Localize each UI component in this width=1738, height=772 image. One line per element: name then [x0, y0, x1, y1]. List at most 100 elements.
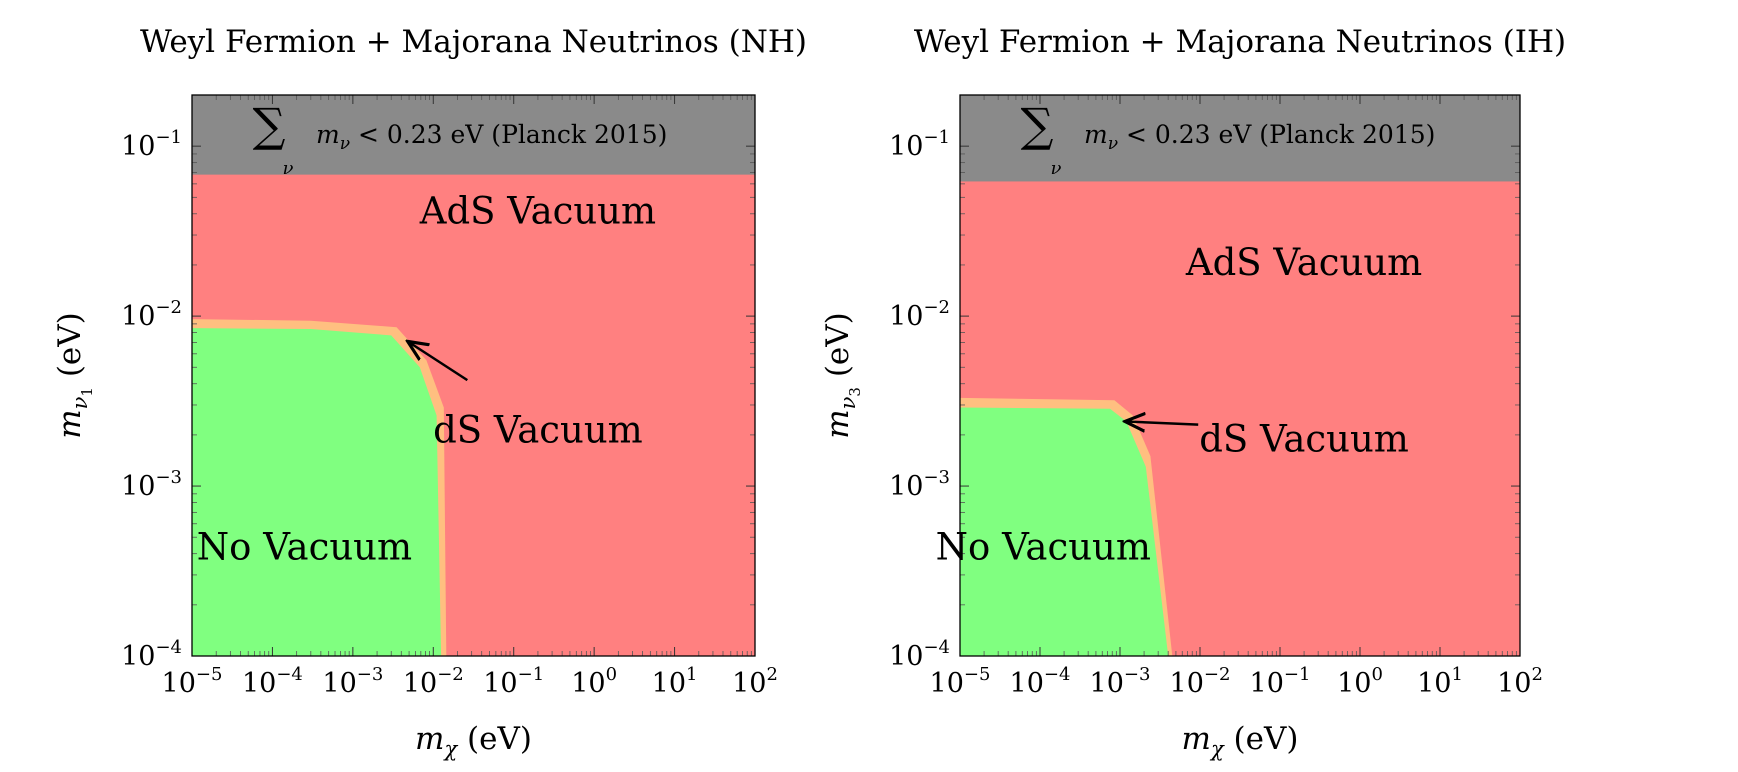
tick-base: 10: [1170, 668, 1204, 699]
x-tick-label: 10−4: [1010, 664, 1071, 699]
x-tick-label: 10−3: [1090, 664, 1151, 699]
x-tick-label: 10−4: [242, 664, 303, 699]
tick-base: 10: [889, 471, 923, 502]
x-axis-label: mχ (eV): [415, 721, 532, 761]
tick-exponent: −1: [155, 127, 182, 148]
tick-base: 10: [483, 668, 517, 699]
tick-exponent: 2: [766, 664, 777, 685]
tick-exponent: −3: [1124, 664, 1151, 685]
tick-base: 10: [121, 471, 155, 502]
chart-title: Weyl Fermion + Majorana Neutrinos (IH): [914, 24, 1566, 60]
y-tick-label: 10−4: [889, 637, 950, 672]
planck-text: < 0.23 eV (Planck 2015): [350, 120, 667, 149]
plot-frame: [191, 94, 756, 657]
planck-sum-symbol: ∑: [253, 98, 286, 152]
x-tick-label: 102: [732, 664, 778, 699]
ylabel-unit: (eV): [52, 312, 88, 387]
tick-exponent: −4: [923, 637, 950, 658]
tick-base: 10: [889, 131, 923, 162]
tick-exponent: −3: [155, 467, 182, 488]
x-tick-label: 101: [652, 664, 698, 699]
tick-exponent: 2: [1531, 664, 1542, 685]
xlabel-sub: χ: [442, 737, 458, 761]
tick-base: 10: [121, 301, 155, 332]
ylabel-sub: ν: [836, 396, 860, 409]
tick-exponent: −4: [155, 637, 182, 658]
tick-base: 10: [242, 668, 276, 699]
ylabel-unit: (eV): [820, 312, 856, 387]
tick-exponent: −2: [1204, 664, 1231, 685]
tick-exponent: 0: [1371, 664, 1382, 685]
planck-text: < 0.23 eV (Planck 2015): [1118, 120, 1435, 149]
planck-label: mν < 0.23 eV (Planck 2015): [1084, 120, 1435, 154]
xlabel-unit: (eV): [457, 721, 532, 757]
xlabel-main: m: [1182, 721, 1211, 757]
planck-label: mν < 0.23 eV (Planck 2015): [316, 120, 667, 154]
x-tick-label: 10−3: [322, 664, 383, 699]
region-label: No Vacuum: [936, 525, 1151, 568]
planck-m-subscript: ν: [1108, 134, 1118, 154]
planck-excluded-region: [192, 95, 755, 175]
tick-exponent: −5: [964, 664, 991, 685]
tick-exponent: 1: [1451, 664, 1462, 685]
tick-base: 10: [1250, 668, 1284, 699]
tick-exponent: −1: [923, 127, 950, 148]
x-axis-label: mχ (eV): [1182, 721, 1299, 761]
y-axis-label: mν3 (eV): [820, 312, 864, 439]
ylabel-subsub: 3: [846, 387, 864, 397]
tick-base: 10: [322, 668, 356, 699]
tick-base: 10: [1010, 668, 1044, 699]
chart-panel-1: 10−5 10−4 10−3 10−2 10−1 100 101 10210−410−310−…: [52, 24, 807, 761]
y-tick-label: 10−2: [889, 297, 950, 332]
y-axis-label: mν1 (eV): [52, 312, 96, 439]
tick-exponent: −2: [155, 297, 182, 318]
region-label: No Vacuum: [197, 525, 412, 568]
tick-exponent: −2: [923, 297, 950, 318]
tick-base: 10: [121, 131, 155, 162]
ds-arrow: [1125, 421, 1199, 424]
x-tick-label: 101: [1417, 664, 1463, 699]
x-tick-label: 10−1: [483, 664, 544, 699]
tick-base: 10: [889, 641, 923, 672]
tick-base: 10: [121, 641, 155, 672]
y-tick-label: 10−3: [121, 467, 182, 502]
tick-base: 10: [571, 668, 605, 699]
y-tick-label: 10−1: [889, 127, 950, 162]
x-tick-label: 10−5: [162, 664, 223, 699]
xlabel-unit: (eV): [1224, 721, 1299, 757]
region-label: dS Vacuum: [1199, 417, 1409, 460]
planck-excluded-region: [960, 95, 1520, 182]
y-tick-label: 10−1: [121, 127, 182, 162]
y-tick-label: 10−2: [121, 297, 182, 332]
tick-base: 10: [1337, 668, 1371, 699]
planck-sum-symbol: ∑: [1021, 98, 1054, 152]
tick-exponent: −5: [196, 664, 223, 685]
ds-arrow: [408, 341, 469, 382]
planck-m: m: [1084, 120, 1108, 149]
tick-exponent: 0: [606, 664, 617, 685]
tick-exponent: −4: [1044, 664, 1071, 685]
tick-base: 10: [162, 668, 196, 699]
tick-base: 10: [652, 668, 686, 699]
ylabel-subsub: 1: [78, 387, 96, 397]
region-label: AdS Vacuum: [1185, 241, 1422, 284]
ylabel-sub: ν: [68, 396, 92, 409]
planck-sum-subscript: ν: [283, 158, 294, 179]
region-label: AdS Vacuum: [419, 190, 656, 233]
tick-base: 10: [403, 668, 437, 699]
tick-base: 10: [930, 668, 964, 699]
tick-exponent: −2: [437, 664, 464, 685]
tick-base: 10: [732, 668, 766, 699]
x-tick-label: 100: [1337, 664, 1383, 699]
x-tick-label: 102: [1497, 664, 1543, 699]
tick-exponent: 1: [686, 664, 697, 685]
planck-m: m: [316, 120, 340, 149]
xlabel-main: m: [415, 721, 444, 757]
region-label: dS Vacuum: [433, 409, 643, 452]
y-tick-label: 10−3: [889, 467, 950, 502]
y-tick-label: 10−4: [121, 637, 182, 672]
tick-base: 10: [1417, 668, 1451, 699]
planck-sum-subscript: ν: [1051, 158, 1062, 179]
chart-panel-2: 10−5 10−4 10−3 10−2 10−1 100 101 10210−410−310−…: [820, 24, 1566, 761]
ylabel-main: m: [52, 409, 88, 438]
